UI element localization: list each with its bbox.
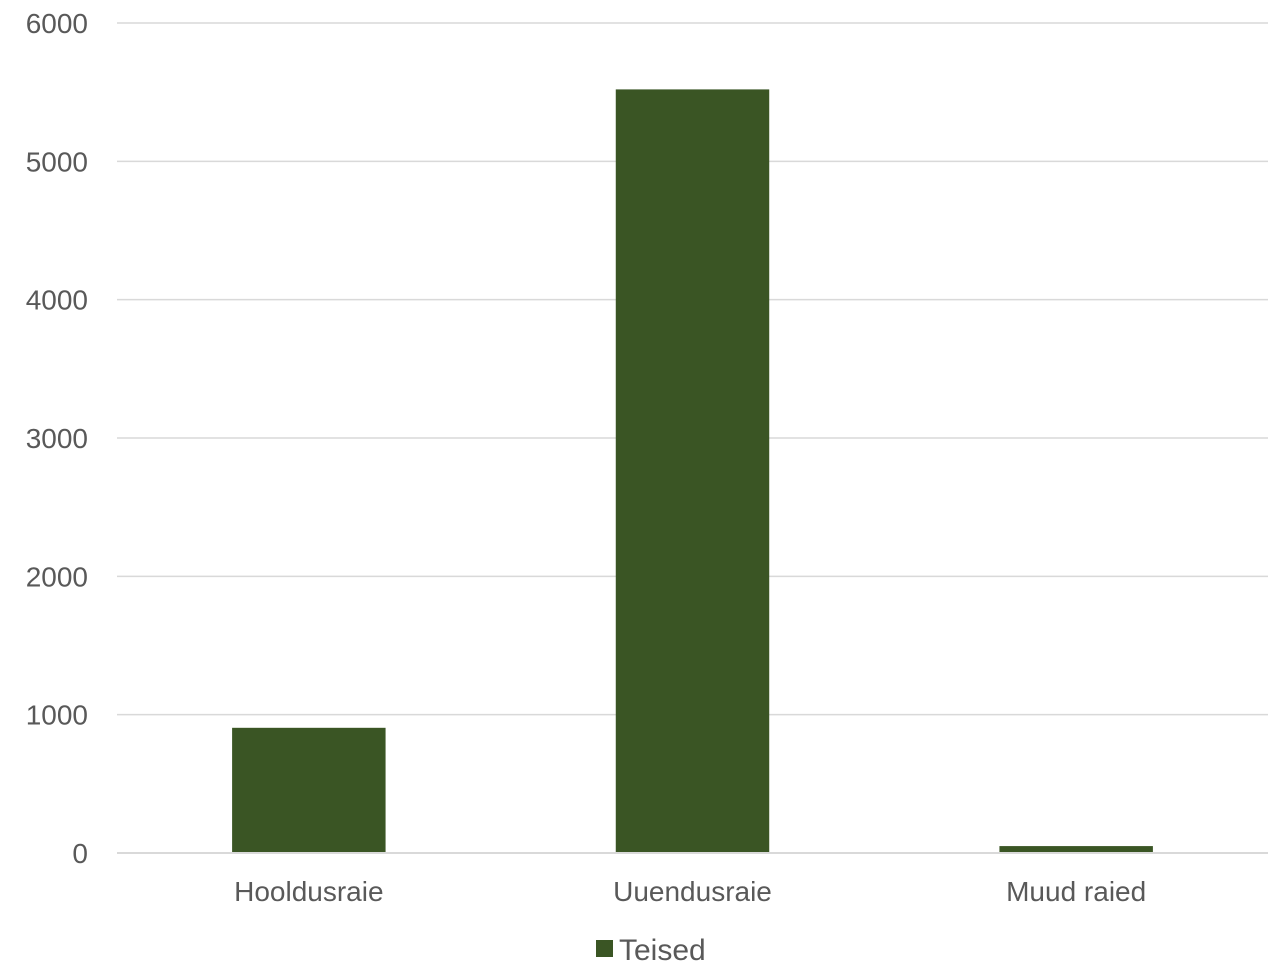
y-tick-label-6000: 6000 (26, 8, 88, 39)
x-axis-category-labels: Hooldusraie Uuendusraie Muud raied (234, 876, 1146, 907)
bar-hooldusraie (232, 727, 386, 853)
y-tick-label-5000: 5000 (26, 146, 88, 177)
legend: Teised (596, 934, 706, 965)
bars (232, 89, 1153, 853)
y-tick-label-0: 0 (72, 838, 88, 869)
y-tick-label-4000: 4000 (26, 285, 88, 316)
bar-muud-raied (999, 846, 1153, 853)
x-category-label-hooldusraie: Hooldusraie (234, 876, 383, 907)
y-tick-label-2000: 2000 (26, 561, 88, 592)
y-tick-label-3000: 3000 (26, 423, 88, 454)
x-category-label-uuendusraie: Uuendusraie (613, 876, 772, 907)
bar-uuendusraie (615, 89, 770, 853)
x-category-label-muud-raied: Muud raied (1006, 876, 1146, 907)
y-axis-tick-labels: 0 1000 2000 3000 4000 5000 6000 (26, 8, 88, 869)
y-tick-label-1000: 1000 (26, 700, 88, 731)
legend-swatch-teised (596, 940, 613, 957)
legend-label-teised: Teised (619, 934, 706, 965)
